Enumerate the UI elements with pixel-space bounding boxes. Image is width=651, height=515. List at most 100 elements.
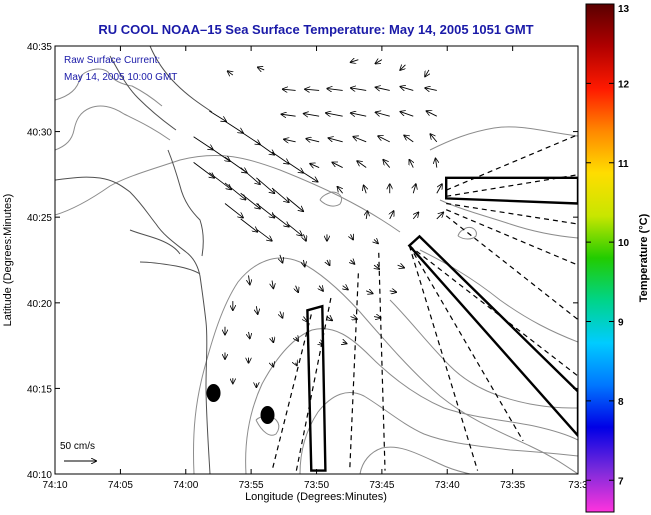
current-vector: [272, 337, 273, 342]
x-tick-label: 74:00: [173, 480, 198, 491]
current-vector: [249, 331, 250, 338]
current-vector: [390, 211, 394, 220]
station-b-marker: [260, 406, 275, 425]
x-axis-label: Longitude (Degrees:Minutes): [245, 491, 387, 503]
current-vector: [350, 317, 357, 320]
current-vector: [271, 187, 289, 202]
colorbar-tick-label: 9: [618, 318, 624, 329]
y-tick-label: 40:25: [27, 213, 52, 224]
current-vector: [319, 286, 323, 291]
colorbar-tick-label: 11: [618, 159, 629, 170]
current-vector: [397, 265, 404, 268]
current-vector: [366, 211, 367, 219]
current-vector: [256, 228, 271, 241]
x-tick-label: 73:45: [369, 480, 394, 491]
current-vector: [409, 160, 413, 168]
current-vector: [351, 60, 359, 63]
current-vector: [374, 239, 378, 243]
current-vector: [240, 218, 258, 232]
current-vector: [389, 291, 396, 292]
current-vector: [343, 342, 347, 343]
x-tick-label: 73:3: [568, 480, 588, 491]
harbor-edge: [149, 46, 213, 113]
current-vector: [430, 134, 438, 143]
current-vector: [436, 159, 437, 168]
y-axis: 40:10 40:15 40:20 40:25 40:30 40:35: [27, 42, 578, 481]
current-vector: [256, 141, 274, 155]
harbor-edge: [109, 55, 177, 131]
scale-label: 50 cm/s: [60, 441, 95, 452]
colorbar-label: Temperature (°C): [638, 213, 650, 302]
current-vector: [353, 137, 367, 143]
contour-line: [55, 105, 171, 151]
current-vector: [282, 114, 296, 116]
current-vector: [287, 162, 303, 172]
x-axis: 74:10 74:05 74:00 73:55 73:50 73:45 73:40 73:35…: [42, 46, 588, 491]
y-tick-label: 40:20: [27, 299, 52, 310]
contour-line: [192, 257, 578, 474]
colorbar-tick-label: 10: [618, 238, 630, 249]
current-vector: [256, 177, 274, 193]
range-line: [349, 273, 359, 471]
contour-line: [359, 446, 471, 474]
range-line: [378, 252, 386, 471]
beam-southeast: [407, 234, 578, 438]
current-vector: [310, 164, 320, 168]
current-vector: [306, 139, 320, 142]
contour-line: [245, 328, 578, 474]
x-tick-label: 73:50: [304, 480, 329, 491]
current-vector: [351, 88, 367, 91]
colorbar-tick-label: 8: [618, 397, 624, 408]
contour-line: [55, 155, 401, 233]
contour-line: [457, 227, 477, 240]
current-vector: [272, 363, 273, 367]
current-vector: [305, 89, 320, 90]
beam-south: [306, 304, 327, 472]
range-line: [295, 297, 332, 471]
radar-beams: [306, 176, 578, 472]
y-axis-label: Latitude (Degrees:Minutes): [2, 194, 14, 327]
coastline: [55, 46, 213, 474]
current-vector: [374, 265, 379, 269]
current-vector: [412, 213, 418, 220]
river-inlet: [139, 261, 201, 275]
current-vector: [287, 223, 302, 236]
colorbar-tick-label: 13: [618, 4, 630, 15]
colorbar: [585, 3, 615, 513]
current-vector: [400, 65, 405, 70]
x-tick-label: 74:05: [108, 480, 133, 491]
current-vector: [304, 114, 320, 117]
current-vector: [209, 110, 226, 121]
contour-line: [255, 415, 280, 436]
current-vector: [343, 286, 348, 290]
annotation-current-time: May 14, 2005 10:00 GMT: [64, 72, 177, 83]
current-vector: [228, 71, 233, 75]
current-vector: [319, 342, 323, 345]
current-vector: [209, 172, 231, 190]
colorbar-tick-label: 12: [618, 79, 630, 90]
current-vector: [240, 192, 260, 208]
x-tick-label: 73:35: [500, 480, 525, 491]
river-inlet: [129, 229, 181, 255]
current-vector: [351, 113, 367, 116]
current-vector: [271, 151, 289, 164]
shoreline: [55, 176, 211, 474]
current-vector: [271, 213, 289, 227]
current-vector: [436, 213, 443, 220]
current-vector: [400, 112, 414, 117]
current-vector: [327, 260, 330, 265]
current-vector: [224, 120, 243, 133]
x-tick-label: 74:10: [42, 480, 67, 491]
current-vector: [280, 311, 283, 317]
current-vector: [296, 363, 297, 366]
current-vector: [364, 186, 367, 194]
contour-line: [55, 68, 163, 107]
current-vector: [375, 60, 383, 64]
sandy-hook: [167, 149, 204, 257]
chart-title: RU COOL NOAA–15 Sea Surface Temperature:…: [98, 22, 533, 37]
current-vector: [329, 138, 343, 143]
range-line: [445, 209, 578, 266]
current-vector: [258, 67, 265, 70]
contour-line: [429, 126, 578, 151]
